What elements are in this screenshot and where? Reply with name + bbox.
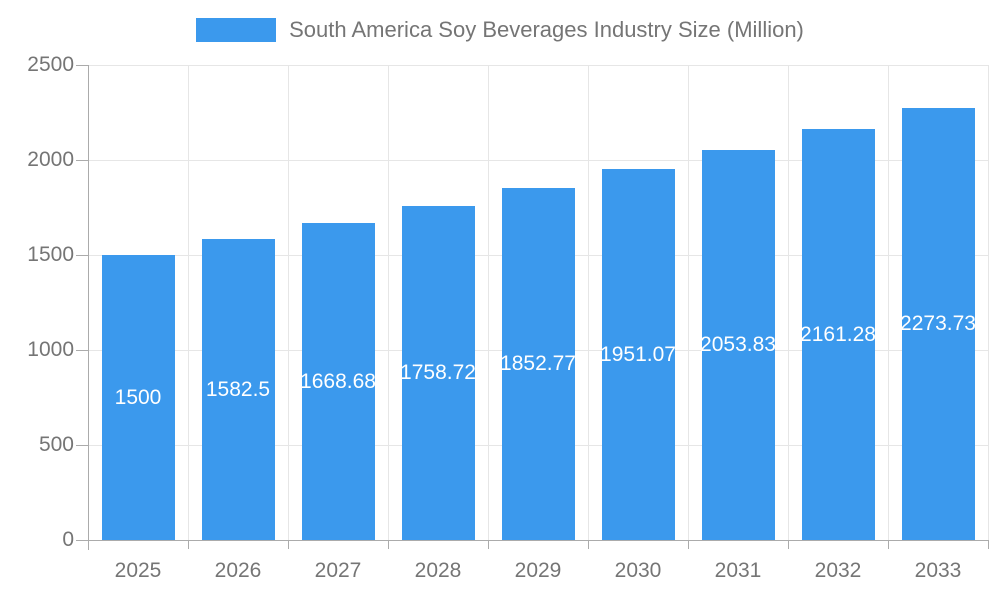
gridline-horizontal xyxy=(88,160,988,161)
y-axis-tick-label: 0 xyxy=(62,528,74,551)
x-axis-tick xyxy=(988,540,989,549)
y-axis-line xyxy=(88,65,89,550)
x-axis-label: 2033 xyxy=(914,559,962,582)
gridline-vertical xyxy=(888,65,889,540)
y-axis-tick xyxy=(76,445,88,446)
x-axis-label: 2030 xyxy=(614,559,662,582)
gridline-vertical xyxy=(688,65,689,540)
gridline-horizontal xyxy=(88,65,988,66)
x-axis-line xyxy=(88,540,989,541)
x-axis-tick xyxy=(688,540,689,549)
x-axis-tick xyxy=(588,540,589,549)
x-axis-tick xyxy=(488,540,489,549)
bar-2028[interactable] xyxy=(401,206,475,540)
legend[interactable]: South America Soy Beverages Industry Siz… xyxy=(0,18,1000,42)
legend-swatch xyxy=(196,18,277,42)
x-axis-label: 2027 xyxy=(314,559,362,582)
x-axis-tick xyxy=(388,540,389,549)
y-axis-tick xyxy=(76,350,88,351)
x-axis-label: 2026 xyxy=(214,559,262,582)
y-axis-tick-label: 1500 xyxy=(27,243,74,266)
x-axis-tick xyxy=(788,540,789,549)
y-axis-tick-label: 2000 xyxy=(27,148,74,171)
bar-value-label: 2053.83 xyxy=(700,333,776,356)
y-axis-tick-label: 2500 xyxy=(27,53,74,76)
gridline-vertical xyxy=(788,65,789,540)
x-axis-tick xyxy=(288,540,289,549)
x-axis-label: 2031 xyxy=(714,559,762,582)
gridline-vertical xyxy=(388,65,389,540)
x-axis-label: 2029 xyxy=(514,559,562,582)
bar-value-label: 2273.73 xyxy=(900,312,976,335)
bar-2026[interactable] xyxy=(201,239,275,540)
y-axis-tick xyxy=(76,65,88,66)
gridline-vertical xyxy=(988,65,989,540)
gridline-vertical xyxy=(188,65,189,540)
bar-2027[interactable] xyxy=(301,223,375,540)
y-axis-tick-label: 500 xyxy=(38,433,74,456)
bar-2025[interactable] xyxy=(101,255,175,540)
bar-value-label: 1852.77 xyxy=(500,352,576,375)
y-axis-tick xyxy=(76,160,88,161)
bar-value-label: 1500 xyxy=(114,386,162,409)
bar-2031[interactable] xyxy=(701,150,775,540)
x-axis-tick xyxy=(888,540,889,549)
x-axis-label: 2032 xyxy=(814,559,862,582)
y-axis-tick xyxy=(76,255,88,256)
legend-label: South America Soy Beverages Industry Siz… xyxy=(289,17,804,42)
gridline-vertical xyxy=(288,65,289,540)
y-axis-tick xyxy=(76,540,88,541)
bar-value-label: 1951.07 xyxy=(600,343,676,366)
gridline-vertical xyxy=(588,65,589,540)
bar-2030[interactable] xyxy=(601,169,675,540)
bar-2029[interactable] xyxy=(501,188,575,540)
bar-value-label: 1582.5 xyxy=(205,378,271,401)
x-axis-tick xyxy=(188,540,189,549)
bar-2032[interactable] xyxy=(801,129,875,540)
gridline-vertical xyxy=(488,65,489,540)
x-axis-label: 2025 xyxy=(114,559,162,582)
x-axis-label: 2028 xyxy=(414,559,462,582)
bar-2033[interactable] xyxy=(901,108,975,540)
y-axis-tick-label: 1000 xyxy=(27,338,74,361)
bar-value-label: 1668.68 xyxy=(300,370,376,393)
bar-value-label: 1758.72 xyxy=(400,361,476,384)
bar-value-label: 2161.28 xyxy=(800,323,876,346)
